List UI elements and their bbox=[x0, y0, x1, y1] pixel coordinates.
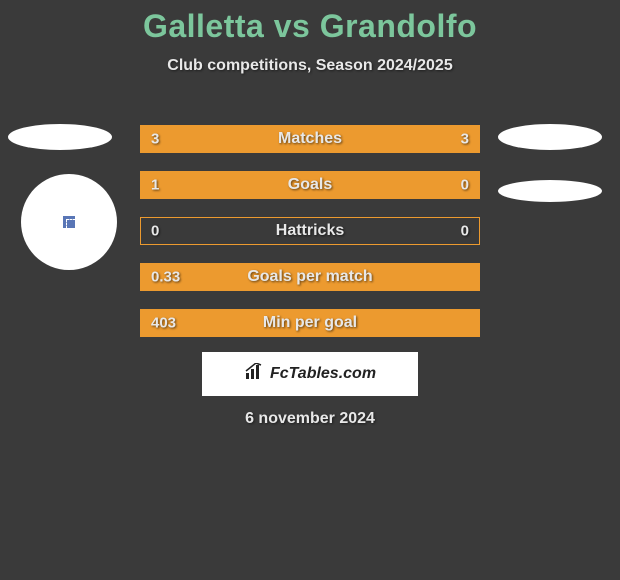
stat-value-right: 0 bbox=[461, 177, 469, 194]
stat-row-mpg: 403 Min per goal bbox=[140, 309, 480, 337]
stat-label: Goals per match bbox=[247, 268, 372, 286]
stat-row-goals: 1 Goals 0 bbox=[140, 171, 480, 199]
stat-value-left: 3 bbox=[151, 131, 159, 148]
club-badge bbox=[21, 174, 117, 270]
date-text: 6 november 2024 bbox=[245, 410, 375, 428]
stat-label: Goals bbox=[288, 176, 332, 194]
stat-label: Hattricks bbox=[276, 222, 344, 240]
stat-value-left: 1 bbox=[151, 177, 159, 194]
player-right-ellipse-2 bbox=[498, 180, 602, 202]
player-left-ellipse bbox=[8, 124, 112, 150]
stat-row-matches: 3 Matches 3 bbox=[140, 125, 480, 153]
brand-chart-icon bbox=[244, 363, 266, 386]
stat-value-left: 0 bbox=[151, 223, 159, 240]
stat-row-hattricks: 0 Hattricks 0 bbox=[140, 217, 480, 245]
brand-label: FcTables.com bbox=[270, 365, 376, 383]
page-title: Galletta vs Grandolfo bbox=[0, 0, 620, 45]
player-right-ellipse-1 bbox=[498, 124, 602, 150]
stat-value-right: 0 bbox=[461, 223, 469, 240]
club-badge-inner bbox=[62, 215, 76, 229]
stat-value-left: 403 bbox=[151, 315, 176, 332]
subtitle: Club competitions, Season 2024/2025 bbox=[0, 57, 620, 75]
stats-container: 3 Matches 3 1 Goals 0 0 Hattricks 0 0.33… bbox=[140, 125, 480, 355]
stat-label: Matches bbox=[278, 130, 342, 148]
brand-box: FcTables.com bbox=[202, 352, 418, 396]
stat-value-left: 0.33 bbox=[151, 269, 180, 286]
stat-value-right: 3 bbox=[461, 131, 469, 148]
brand-text: FcTables.com bbox=[244, 363, 376, 386]
stat-row-gpm: 0.33 Goals per match bbox=[140, 263, 480, 291]
bar-left bbox=[141, 172, 401, 198]
stat-label: Min per goal bbox=[263, 314, 357, 332]
